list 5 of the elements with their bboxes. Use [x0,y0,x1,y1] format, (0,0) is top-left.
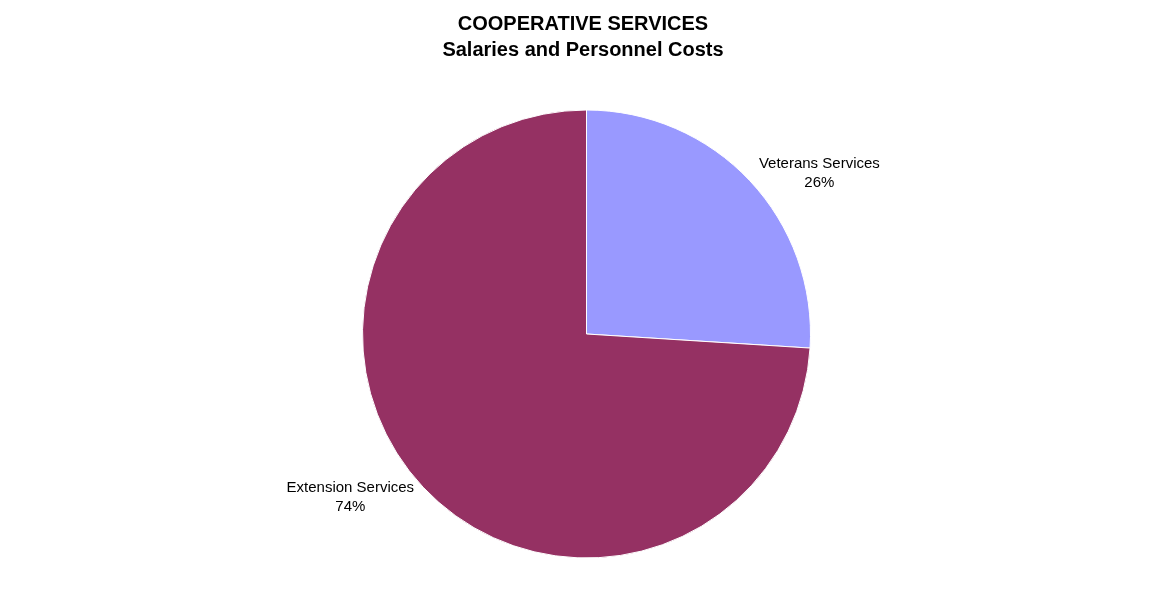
slice-label: Veterans Services [758,153,880,171]
data-label: 74% [335,497,366,515]
slice-label: Extension Services [286,477,415,495]
chart-title: COOPERATIVE SERVICES Salaries and Personnel Costs [442,11,724,60]
data-label: 26% [804,173,835,191]
